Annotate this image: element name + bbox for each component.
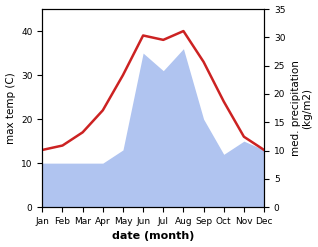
Y-axis label: max temp (C): max temp (C) bbox=[5, 72, 16, 144]
Y-axis label: med. precipitation
(kg/m2): med. precipitation (kg/m2) bbox=[291, 60, 313, 156]
X-axis label: date (month): date (month) bbox=[112, 231, 194, 242]
